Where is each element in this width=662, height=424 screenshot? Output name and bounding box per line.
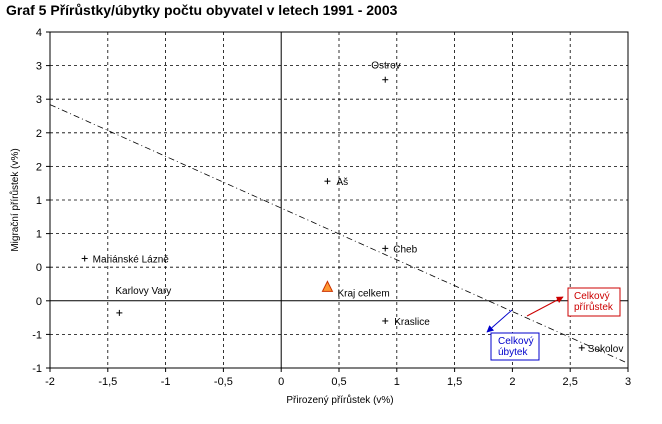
trendline: [49, 104, 629, 364]
point-marker: [116, 309, 123, 316]
annotation-arrow-increase: [526, 296, 564, 317]
y-tick-label: 3: [36, 94, 42, 106]
chart-title: Graf 5 Přírůstky/úbytky počtu obyvatel v…: [6, 2, 398, 18]
x-axis-label: Přirozený přírůstek (v%): [286, 394, 393, 406]
annotation-text-increase: přírůstek: [574, 301, 614, 313]
annotation-box-increase: [567, 287, 621, 317]
y-tick-label: -1: [32, 363, 42, 375]
y-tick-label: 0: [36, 296, 42, 308]
x-tick-label: 2: [509, 376, 515, 388]
point-triangle: [321, 280, 334, 292]
point-marker: [578, 344, 585, 351]
annotation-arrow-decrease: [486, 309, 513, 333]
y-tick-label: 4: [36, 27, 42, 39]
tick-labels: -2 -1,5 -1 -0,5 0 0,5 1 1,5 2 2,5 3 -1 -1 0 0 1 1 2 2 3 3 4: [32, 27, 631, 388]
y-tick-label: 2: [36, 161, 42, 173]
axes: [50, 32, 628, 368]
x-tick-label: 2,5: [563, 376, 578, 388]
y-tick-label: -1: [32, 329, 42, 341]
point-marker: [382, 317, 389, 324]
y-tick-label: 2: [36, 128, 42, 140]
grid-lines: [49, 31, 629, 369]
y-tick-label: 1: [36, 195, 42, 207]
data-points: Ostrov Aš Cheb Mariánské Lázně Karlovy Vary K…: [81, 61, 624, 355]
x-tick-label: -1,5: [98, 376, 117, 388]
point-label: Ostrov: [371, 61, 400, 72]
trend-line: [49, 104, 629, 364]
x-tick-label: 0,5: [331, 376, 346, 388]
point-marker: [81, 255, 88, 262]
annotation-text-decrease: úbytek: [498, 347, 528, 358]
annotation-text-decrease: Celkový: [498, 336, 534, 347]
annotation-text-increase: Celkový: [574, 291, 610, 302]
point-label: Mariánské Lázně: [93, 254, 170, 265]
point-marker: [382, 76, 389, 83]
x-tick-label: 1: [394, 376, 400, 388]
x-tick-label: -2: [45, 376, 55, 388]
point-label: Cheb: [393, 244, 417, 255]
y-tick-label: 0: [36, 262, 42, 274]
annotation-box-decrease: [490, 332, 540, 361]
point-marker: [382, 245, 389, 252]
point-label: Aš: [336, 177, 348, 188]
y-tick-label: 1: [36, 229, 42, 241]
point-label: Kraj celkem: [337, 288, 389, 299]
x-tick-label: 0: [278, 376, 284, 388]
point-label: Karlovy Vary: [115, 286, 171, 297]
x-tick-label: 3: [625, 376, 631, 388]
y-axis-label: Migrační přírůstek (v%): [9, 148, 21, 251]
point-marker: [324, 178, 331, 185]
x-tick-label: -1: [161, 376, 171, 388]
x-tick-label: -0,5: [214, 376, 233, 388]
point-label: Kraslice: [394, 317, 430, 328]
point-label: Sokolov: [588, 344, 624, 355]
x-tick-label: 1,5: [447, 376, 462, 388]
y-tick-label: 3: [36, 61, 42, 73]
